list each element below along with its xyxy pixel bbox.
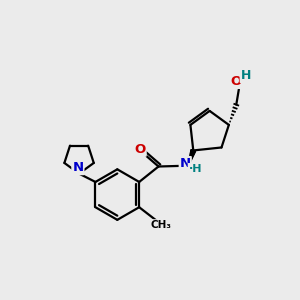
Polygon shape (188, 150, 196, 164)
Polygon shape (189, 150, 196, 164)
Text: O: O (230, 75, 241, 88)
Text: N: N (180, 157, 191, 170)
Text: H: H (241, 69, 251, 82)
Text: N: N (72, 161, 83, 174)
Text: ·H: ·H (189, 164, 202, 174)
Text: O: O (134, 143, 146, 156)
Text: CH₃: CH₃ (151, 220, 172, 230)
